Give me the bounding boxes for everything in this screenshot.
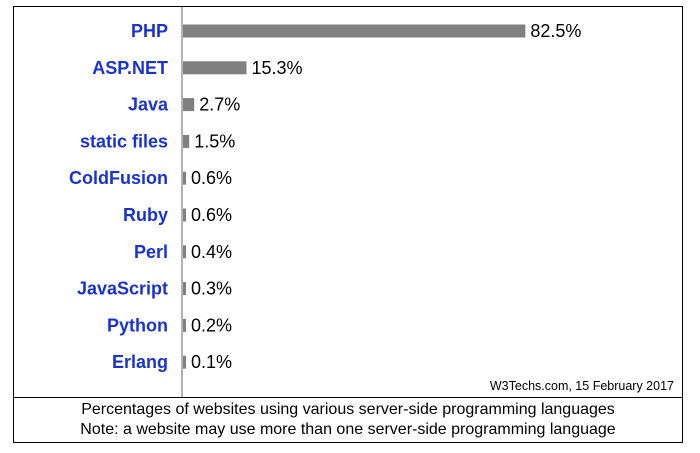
category-label: PHP	[131, 21, 168, 41]
category-label: Perl	[134, 242, 168, 262]
category-label: ASP.NET	[92, 58, 168, 78]
bar	[183, 282, 186, 296]
bar	[183, 24, 526, 38]
value-label: 0.4%	[191, 242, 232, 262]
bar	[183, 134, 190, 148]
value-label: 0.2%	[191, 315, 232, 335]
category-label: Python	[107, 315, 168, 335]
value-label: 1.5%	[194, 131, 235, 151]
bar	[183, 61, 247, 75]
bar	[183, 98, 195, 112]
value-label: 0.1%	[191, 352, 232, 372]
caption-line-1: Percentages of websites using various se…	[81, 401, 615, 418]
bar	[183, 208, 186, 222]
category-label: static files	[80, 131, 168, 151]
bar	[183, 245, 186, 259]
value-label: 0.6%	[191, 205, 232, 225]
value-label: 2.7%	[199, 95, 240, 115]
bar	[183, 318, 186, 332]
chart-frame: PHP 82.5% ASP.NET 15.3% Java 2.7% static files…	[13, 6, 683, 443]
category-label: Erlang	[112, 352, 168, 372]
chart-caption: Percentages of websites using various se…	[14, 397, 682, 442]
value-label: 0.3%	[191, 279, 232, 299]
value-label: 0.6%	[191, 168, 232, 188]
chart-area: PHP 82.5% ASP.NET 15.3% Java 2.7% static files…	[14, 7, 682, 397]
bar	[183, 171, 186, 185]
category-label: Java	[128, 95, 169, 115]
category-label: JavaScript	[77, 279, 168, 299]
value-label: 15.3%	[251, 58, 302, 78]
bar-chart: PHP 82.5% ASP.NET 15.3% Java 2.7% static files…	[69, 7, 581, 397]
caption-line-2: Note: a website may use more than one se…	[80, 421, 616, 438]
value-label: 82.5%	[530, 21, 581, 41]
category-label: ColdFusion	[69, 168, 168, 188]
source-note: W3Techs.com, 15 February 2017	[489, 379, 674, 393]
bar	[183, 355, 186, 369]
category-label: Ruby	[123, 205, 168, 225]
